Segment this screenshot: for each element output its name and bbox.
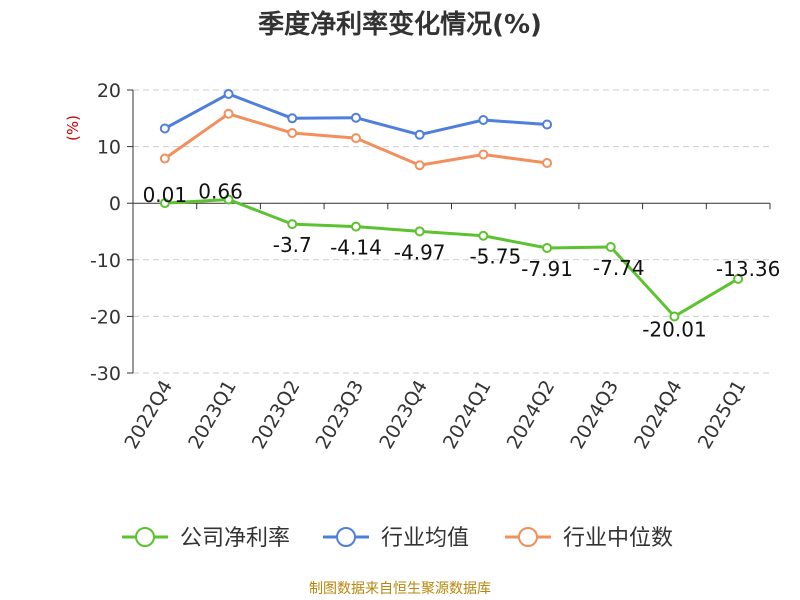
legend-label: 行业中位数 bbox=[563, 526, 673, 551]
y-axis-unit: (%) bbox=[64, 115, 82, 141]
x-tick-label: 2024Q4 bbox=[630, 377, 687, 453]
data-point bbox=[287, 113, 298, 124]
y-tick-label: -20 bbox=[90, 306, 121, 328]
data-point bbox=[669, 311, 680, 322]
y-tick-label: 10 bbox=[97, 137, 121, 159]
data-label: -20.01 bbox=[642, 317, 706, 341]
data-point bbox=[287, 219, 298, 230]
y-tick-label: -30 bbox=[90, 363, 121, 385]
data-source-note: 制图数据来自恒生聚源数据库 bbox=[309, 581, 491, 597]
data-point bbox=[350, 133, 361, 144]
data-point bbox=[414, 226, 425, 237]
legend-item-1[interactable]: 行业均值 bbox=[323, 526, 469, 551]
legend-item-0[interactable]: 公司净利率 bbox=[122, 526, 290, 551]
y-tick-label: 0 bbox=[109, 193, 121, 215]
data-point bbox=[414, 129, 425, 140]
data-label: -13.36 bbox=[716, 257, 780, 281]
data-point bbox=[542, 158, 553, 169]
legend-swatch-marker bbox=[336, 527, 356, 547]
data-point bbox=[542, 242, 553, 253]
x-tick-label: 2023Q3 bbox=[312, 377, 369, 453]
data-point bbox=[478, 230, 489, 241]
x-tick-label: 2023Q2 bbox=[248, 377, 305, 453]
data-point bbox=[350, 221, 361, 232]
data-label: -3.7 bbox=[273, 233, 312, 257]
data-point bbox=[159, 123, 170, 134]
data-labels: 0.01 0.66 -3.7 -4.14 -4.97 -5.75-7.91 -7.74 -20… bbox=[143, 179, 781, 341]
x-tick-label: 2025Q1 bbox=[694, 377, 751, 453]
x-tick-label: 2023Q4 bbox=[375, 377, 432, 453]
data-label: -7.74 bbox=[593, 256, 645, 280]
x-tick-label: 2023Q1 bbox=[184, 377, 241, 453]
x-tick-label: 2024Q2 bbox=[503, 377, 560, 453]
data-point bbox=[287, 128, 298, 139]
data-point bbox=[159, 198, 170, 209]
x-tick-label: 2024Q3 bbox=[566, 377, 623, 453]
data-point bbox=[605, 242, 616, 253]
x-tick-label: 2022Q4 bbox=[120, 377, 177, 453]
data-point bbox=[223, 108, 234, 119]
data-point bbox=[414, 160, 425, 171]
data-point bbox=[223, 194, 234, 205]
data-label: 0.01 bbox=[143, 183, 188, 207]
legend-swatch-marker bbox=[135, 527, 155, 547]
y-tick-label: -10 bbox=[90, 250, 121, 272]
legend-swatch-marker bbox=[518, 527, 538, 547]
chart-title: 季度净利率变化情况(%) bbox=[258, 10, 542, 40]
data-point bbox=[159, 153, 170, 164]
data-point bbox=[350, 112, 361, 123]
legend[interactable]: 公司净利率 行业均值 行业中位数 bbox=[122, 526, 673, 551]
data-label: -4.14 bbox=[330, 236, 382, 260]
data-label: -5.75 bbox=[469, 245, 521, 269]
series-line-0 bbox=[164, 197, 739, 318]
legend-item-2[interactable]: 行业中位数 bbox=[505, 526, 673, 551]
legend-label: 行业均值 bbox=[381, 526, 469, 551]
data-point bbox=[542, 119, 553, 130]
series-lines bbox=[159, 88, 744, 322]
data-point bbox=[478, 149, 489, 160]
data-point bbox=[733, 273, 744, 284]
y-tick-label: 20 bbox=[97, 80, 121, 102]
data-point bbox=[223, 88, 234, 99]
data-label: 0.66 bbox=[198, 179, 243, 203]
x-tick-label: 2024Q1 bbox=[439, 376, 496, 452]
legend-label: 公司净利率 bbox=[180, 526, 290, 551]
data-label: -7.91 bbox=[521, 257, 573, 281]
data-point bbox=[478, 114, 489, 125]
grid-lines bbox=[133, 89, 770, 374]
data-label: -4.97 bbox=[394, 240, 446, 264]
